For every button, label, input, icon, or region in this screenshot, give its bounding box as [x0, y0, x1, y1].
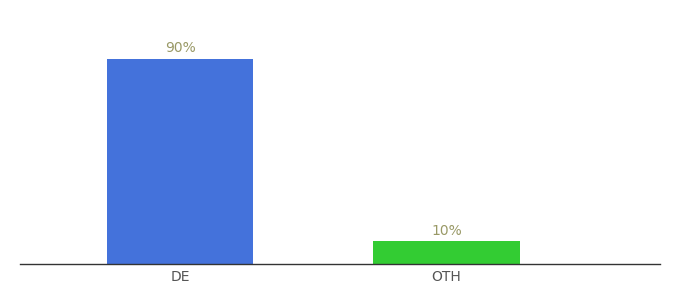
Bar: [373, 241, 520, 264]
Text: 10%: 10%: [431, 224, 462, 238]
Text: 90%: 90%: [165, 41, 196, 56]
Bar: [107, 59, 254, 264]
